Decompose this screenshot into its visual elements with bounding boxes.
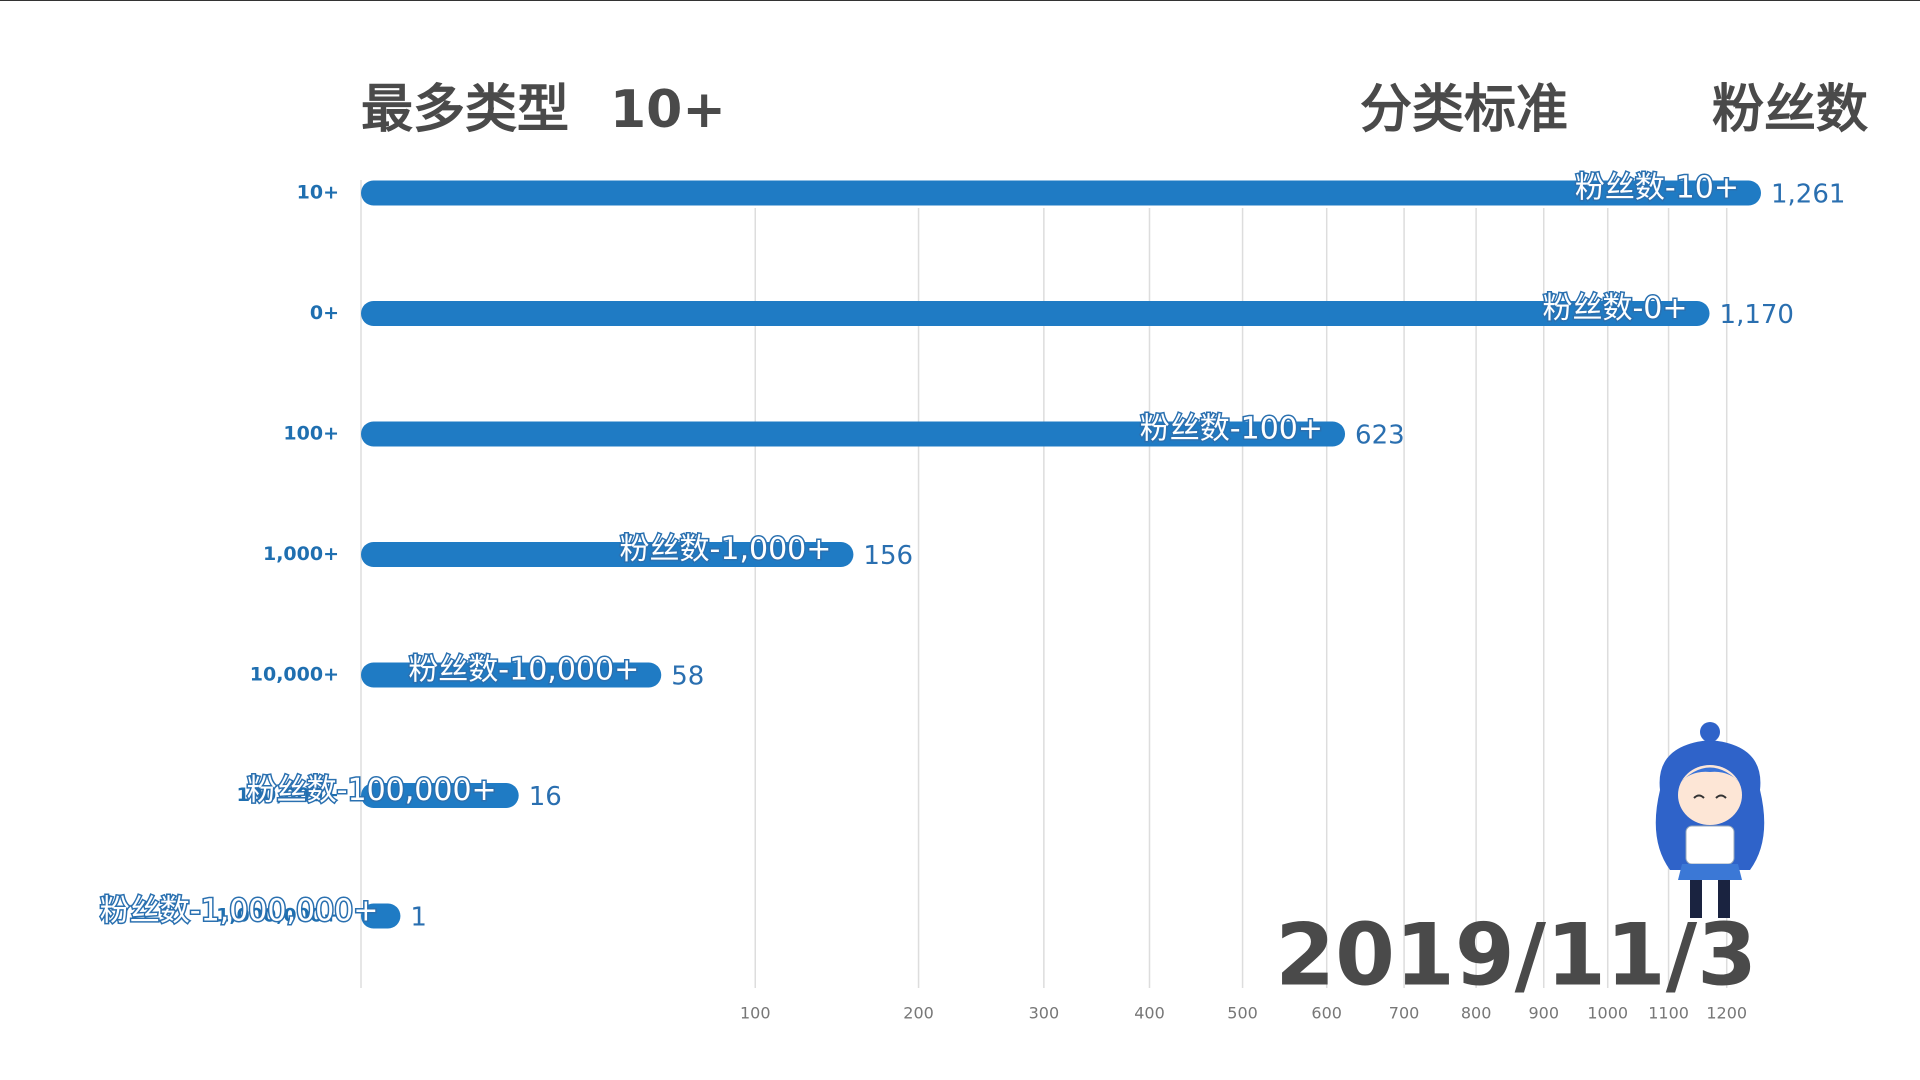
bar [361,783,519,808]
x-tick-label: 900 [1528,1004,1559,1023]
bar [361,301,1710,326]
bar-label: 粉丝数-1,000,000+ [100,894,379,929]
bar [361,662,662,688]
y-tick-label: 0+ [310,302,339,324]
x-tick-label: 1200 [1706,1004,1747,1023]
x-tick-label: 600 [1311,1004,1342,1023]
x-tick-label: 700 [1389,1004,1420,1023]
value-label: 156 [863,541,913,571]
criterion: 粉丝数 [1712,80,1868,140]
bar-label: 粉丝数-10,000+ [408,653,639,688]
value-label: 58 [671,662,704,692]
mascot [1655,722,1765,918]
chart-title: 最多类型 [361,80,569,140]
value-label: 1,170 [1720,300,1794,330]
y-tick-label: 1,000,000+ [216,905,339,927]
bar-label: 粉丝数-0+ [1542,291,1687,326]
y-tick-label: 10,000+ [250,664,339,686]
value-label: 1,261 [1771,180,1845,210]
bar [361,180,1761,206]
x-tick-label: 300 [1029,1004,1060,1023]
x-tick-label: 500 [1227,1004,1258,1023]
bar-label: 粉丝数-100,000+ [247,773,497,808]
x-tick-label: 1000 [1587,1004,1628,1023]
bar [361,542,854,567]
y-tick-label: 100+ [283,423,339,445]
x-tick-label: 1100 [1648,1004,1689,1023]
value-label: 16 [529,782,562,812]
x-tick-label: 800 [1461,1004,1492,1023]
bar-label: 粉丝数-10+ [1575,171,1739,206]
x-tick-label: 200 [903,1004,934,1023]
value-label: 1 [410,903,427,933]
date-label: 2019/11/3 [1275,905,1757,1005]
y-tick-label: 10+ [297,182,339,204]
value-label: 623 [1355,421,1405,451]
x-tick-label: 100 [740,1004,771,1023]
bar-label: 粉丝数-1,000+ [620,532,832,567]
y-tick-label: 1,000+ [263,543,339,565]
y-tick-label: 100,000+ [237,784,339,806]
bar-label: 粉丝数-100+ [1140,412,1323,447]
criterion-title: 分类标准 [1360,80,1568,140]
bar [361,903,401,929]
x-tick-label: 400 [1134,1004,1165,1023]
leader-category: 10+ [610,80,726,140]
bar [361,421,1346,447]
